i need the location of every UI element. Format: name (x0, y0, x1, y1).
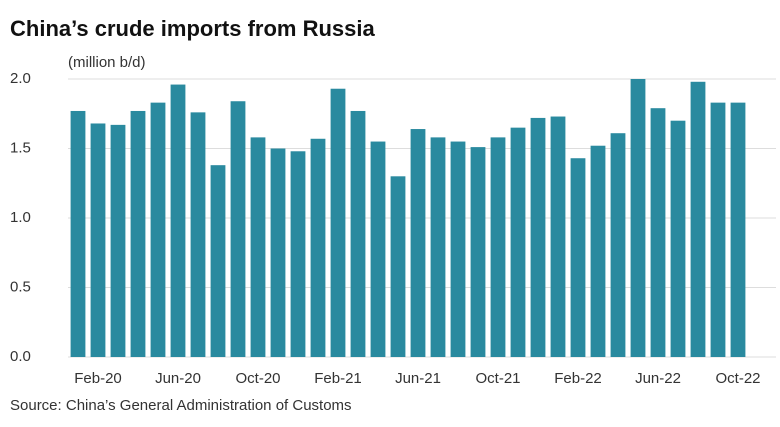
bar (130, 110, 146, 357)
source-note: Source: China’s General Administration o… (10, 397, 352, 414)
y-tick-label: 2.0 (10, 70, 31, 87)
x-tick-label: Oct-21 (475, 370, 520, 387)
bar (110, 124, 126, 358)
bar (570, 158, 586, 357)
bar (390, 176, 406, 357)
y-tick-label: 0.5 (10, 278, 31, 295)
bar (290, 151, 306, 357)
bar (710, 102, 726, 357)
y-tick-label: 1.0 (10, 209, 31, 226)
bar (630, 79, 646, 357)
x-tick-label: Jun-22 (635, 370, 681, 387)
bar (90, 123, 106, 357)
x-tick-label: Jun-21 (395, 370, 441, 387)
bar (410, 129, 426, 357)
chart-title: China’s crude imports from Russia (10, 16, 375, 41)
bar (470, 147, 486, 357)
bar (430, 137, 446, 357)
bar (610, 133, 626, 357)
bar (370, 141, 386, 357)
bar (150, 102, 166, 357)
bar (270, 148, 286, 357)
x-tick-label: Oct-22 (715, 370, 760, 387)
bar (550, 116, 566, 357)
bar (590, 145, 606, 357)
bar (310, 138, 326, 357)
chart-subtitle: (million b/d) (68, 54, 146, 71)
bar (450, 141, 466, 357)
bar (670, 120, 686, 357)
bar (490, 137, 506, 357)
x-tick-label: Jun-20 (155, 370, 201, 387)
bar (190, 112, 206, 357)
x-tick-label: Feb-20 (74, 370, 122, 387)
bar (170, 84, 186, 357)
x-tick-label: Feb-22 (554, 370, 602, 387)
bar (70, 110, 86, 357)
x-tick-label: Feb-21 (314, 370, 362, 387)
bar (530, 117, 546, 357)
bar (330, 88, 346, 357)
y-tick-label: 1.5 (10, 139, 31, 156)
bar (210, 165, 226, 357)
bar (250, 137, 266, 357)
bar (230, 101, 246, 358)
bar (650, 108, 666, 357)
y-tick-label: 0.0 (10, 348, 31, 365)
bar (510, 127, 526, 358)
x-tick-label: Oct-20 (235, 370, 280, 387)
bar (690, 81, 706, 357)
bar (730, 102, 746, 357)
bar (350, 110, 366, 357)
